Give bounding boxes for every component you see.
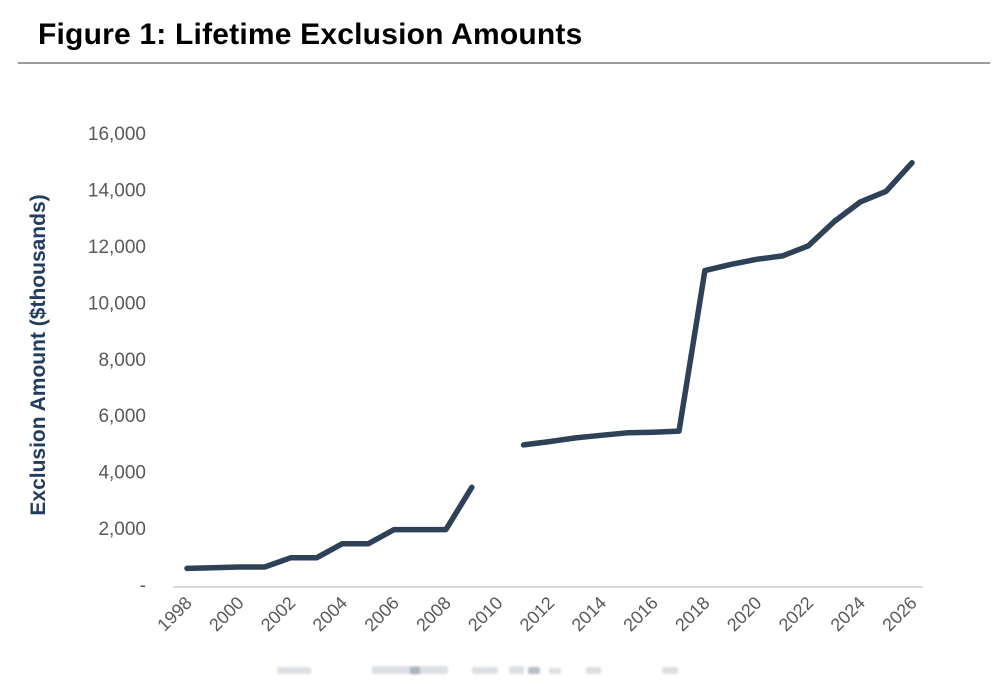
- x-tick-labels: 1998 2000 2002 2004 2006 2008 2010 2012 2014 2016…: [153, 593, 920, 635]
- y-tick-label: -: [140, 576, 146, 597]
- y-axis-title: Exclusion Amount ($thousands): [27, 194, 50, 515]
- trend-line: [184, 160, 915, 572]
- x-tick-label: 2002: [257, 593, 299, 635]
- x-tick-label: 2000: [205, 593, 247, 635]
- y-tick-label: 8,000: [98, 350, 146, 371]
- x-tick-label: 2024: [827, 593, 869, 635]
- y-tick-label: 14,000: [88, 181, 146, 202]
- y-tick-label: 12,000: [88, 237, 146, 258]
- title-divider: [18, 62, 990, 64]
- x-tick-label: 2004: [309, 593, 351, 635]
- x-tick-label: 2010: [464, 593, 506, 635]
- x-tick-label: 2022: [775, 593, 817, 635]
- y-tick-labels: 16,000 14,000 12,000 10,000 8,000 6,000 4,000 2…: [88, 124, 146, 596]
- figure-title: Figure 1: Lifetime Exclusion Amounts: [38, 18, 583, 51]
- y-tick-label: 10,000: [88, 293, 146, 314]
- y-tick-label: 2,000: [98, 519, 146, 540]
- y-tick-label: 6,000: [98, 406, 146, 427]
- trend-line-segment: [520, 160, 915, 448]
- trend-line-segment: [184, 484, 475, 572]
- x-tick-label: 2012: [516, 593, 558, 635]
- y-tick-label: 16,000: [88, 124, 146, 145]
- x-tick-label: 2006: [361, 593, 403, 635]
- x-tick-label: 1998: [153, 593, 195, 635]
- x-tick-label: 2020: [723, 593, 765, 635]
- x-tick-label: 2026: [878, 593, 920, 635]
- x-tick-label: 2018: [671, 593, 713, 635]
- x-tick-label: 2014: [568, 593, 610, 635]
- x-tick-label: 2016: [619, 593, 661, 635]
- x-tick-label: 2008: [412, 593, 454, 635]
- y-tick-label: 4,000: [98, 463, 146, 484]
